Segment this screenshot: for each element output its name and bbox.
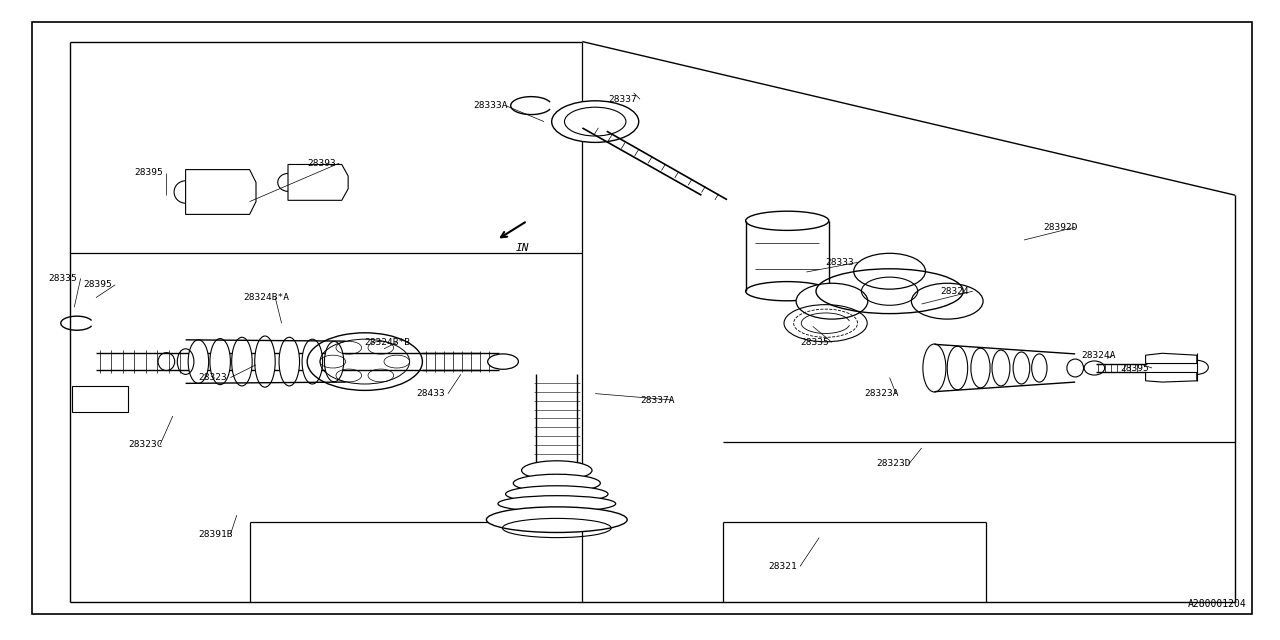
Ellipse shape bbox=[498, 496, 616, 512]
Text: 28335: 28335 bbox=[800, 338, 828, 347]
Text: 28324B*A: 28324B*A bbox=[243, 293, 289, 302]
Ellipse shape bbox=[232, 337, 252, 386]
Text: 28395: 28395 bbox=[134, 168, 163, 177]
Ellipse shape bbox=[188, 340, 209, 383]
Polygon shape bbox=[1146, 353, 1197, 364]
Text: 28324B*B: 28324B*B bbox=[365, 338, 411, 347]
Text: 28391B: 28391B bbox=[198, 530, 233, 539]
Text: 28433: 28433 bbox=[416, 389, 444, 398]
Ellipse shape bbox=[1014, 352, 1029, 384]
Text: 28323: 28323 bbox=[198, 373, 227, 382]
Text: IN: IN bbox=[516, 243, 529, 253]
Ellipse shape bbox=[992, 350, 1010, 386]
Ellipse shape bbox=[972, 348, 991, 388]
Ellipse shape bbox=[947, 346, 968, 390]
Ellipse shape bbox=[279, 337, 300, 386]
Text: 28323C: 28323C bbox=[128, 440, 163, 449]
Circle shape bbox=[854, 253, 925, 289]
Text: 28333: 28333 bbox=[826, 258, 854, 267]
Text: 28324A: 28324A bbox=[1082, 351, 1116, 360]
Circle shape bbox=[488, 354, 518, 369]
Text: A280001204: A280001204 bbox=[1188, 599, 1247, 609]
Polygon shape bbox=[186, 170, 256, 214]
Ellipse shape bbox=[513, 474, 600, 492]
Text: 28337A: 28337A bbox=[640, 396, 675, 404]
Ellipse shape bbox=[325, 342, 344, 381]
Ellipse shape bbox=[255, 336, 275, 387]
Text: 28393: 28393 bbox=[307, 159, 335, 168]
Text: 28323A: 28323A bbox=[864, 389, 899, 398]
Text: 28395: 28395 bbox=[1120, 364, 1148, 372]
Text: 28335: 28335 bbox=[49, 274, 77, 283]
Text: 28337: 28337 bbox=[608, 95, 636, 104]
Text: 28321: 28321 bbox=[768, 562, 796, 571]
Ellipse shape bbox=[486, 507, 627, 532]
Ellipse shape bbox=[302, 339, 323, 384]
Ellipse shape bbox=[745, 211, 829, 230]
Text: 28324: 28324 bbox=[941, 287, 969, 296]
Ellipse shape bbox=[522, 461, 591, 480]
Ellipse shape bbox=[552, 101, 639, 143]
Ellipse shape bbox=[923, 344, 946, 392]
Ellipse shape bbox=[210, 339, 230, 385]
Polygon shape bbox=[72, 386, 128, 412]
Circle shape bbox=[911, 284, 983, 319]
Text: 28392D: 28392D bbox=[1043, 223, 1078, 232]
Text: 28323D: 28323D bbox=[877, 460, 911, 468]
Polygon shape bbox=[288, 164, 348, 200]
Text: 28395: 28395 bbox=[83, 280, 111, 289]
Polygon shape bbox=[1146, 372, 1197, 382]
Text: 28333A: 28333A bbox=[474, 101, 508, 110]
Circle shape bbox=[796, 284, 868, 319]
Ellipse shape bbox=[1032, 354, 1047, 382]
Ellipse shape bbox=[506, 486, 608, 502]
